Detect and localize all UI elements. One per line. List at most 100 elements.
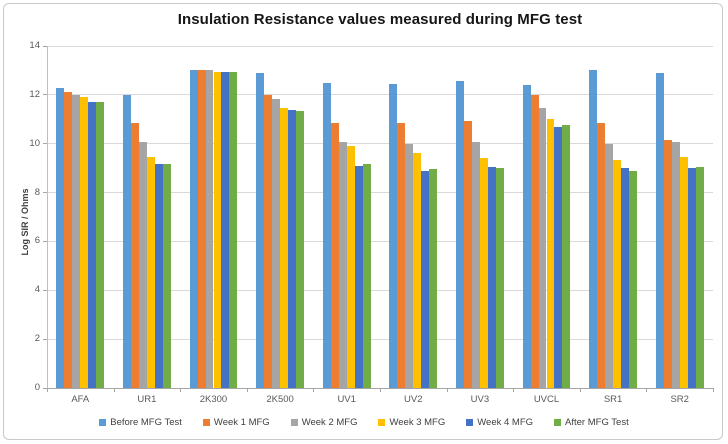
y-tick-mark <box>43 143 47 145</box>
bar-uvcl-series-6 <box>562 125 571 388</box>
y-tick-label: 6 <box>34 235 40 247</box>
bar-2k300-series-6 <box>229 71 238 388</box>
bar-sr1-series-4 <box>613 159 622 388</box>
gridline <box>47 45 713 47</box>
legend-label: Week 2 MFG <box>301 417 358 428</box>
legend-item-1: Before MFG Test <box>99 417 182 428</box>
bar-sr1-series-1 <box>589 70 598 388</box>
gridline <box>47 289 713 291</box>
bar-sr1-series-2 <box>597 122 606 388</box>
bar-uv1-series-4 <box>346 146 355 388</box>
bar-uvcl-series-3 <box>538 108 547 388</box>
legend-label: Before MFG Test <box>110 417 182 428</box>
y-tick-label: 2 <box>34 333 40 345</box>
bar-2k300-series-5 <box>221 71 230 388</box>
legend-item-5: Week 4 MFG <box>466 417 533 428</box>
x-tick-mark <box>47 388 48 392</box>
bar-ur1-series-1 <box>122 94 131 388</box>
y-tick-mark <box>43 338 47 340</box>
legend-label: Week 4 MFG <box>477 417 534 428</box>
bar-uv2-series-2 <box>397 122 406 388</box>
bar-sr2-series-2 <box>663 140 672 388</box>
bar-uv1-series-5 <box>354 165 363 388</box>
y-tick-mark <box>43 94 47 96</box>
bar-afa-series-2 <box>64 92 73 388</box>
y-tick-label: 10 <box>29 137 40 149</box>
y-tick-label: 4 <box>34 284 40 296</box>
x-tick-mark <box>446 388 448 392</box>
bar-uv1-series-1 <box>322 82 331 388</box>
legend-item-4: Week 3 MFG <box>378 417 445 428</box>
legend-swatch-icon <box>290 419 298 426</box>
x-tick-mark <box>313 388 315 392</box>
bar-2k500-series-5 <box>288 109 297 388</box>
legend-item-6: After MFG Test <box>554 417 629 428</box>
category-label: SR1 <box>603 394 623 405</box>
bar-afa-series-3 <box>72 94 81 388</box>
x-tick-mark <box>113 388 115 392</box>
bar-2k300-series-3 <box>205 70 214 388</box>
chart-legend: Before MFG Test Week 1 MFG Week 2 MFG Week … <box>0 417 728 428</box>
bar-ur1-series-2 <box>130 122 139 388</box>
legend-label: After MFG Test <box>565 417 629 428</box>
bar-sr1-series-3 <box>605 143 614 388</box>
bar-uv3-series-5 <box>487 166 496 388</box>
legend-swatch-icon <box>378 419 386 426</box>
bar-uv2-series-4 <box>413 153 422 388</box>
bar-uv3-series-1 <box>455 81 464 388</box>
gridline <box>47 192 713 194</box>
bar-sr2-series-3 <box>671 142 680 388</box>
bar-uv3-series-4 <box>479 158 488 388</box>
category-label: SR2 <box>670 394 689 405</box>
bar-2k500-series-2 <box>264 94 273 388</box>
bar-uv1-series-3 <box>338 142 347 388</box>
gridline <box>47 94 713 96</box>
category-label: UVCL <box>533 394 560 405</box>
legend-label: Week 3 MFG <box>389 417 446 428</box>
bar-uvcl-series-4 <box>546 119 555 388</box>
legend-item-3: Week 2 MFG <box>290 417 358 428</box>
x-tick-mark <box>246 388 248 392</box>
bar-ur1-series-3 <box>138 142 147 388</box>
bar-uv1-series-6 <box>362 164 371 388</box>
bar-sr2-series-6 <box>695 166 704 388</box>
legend-swatch-icon <box>202 419 210 426</box>
bar-uv3-series-3 <box>471 142 480 388</box>
bar-uv3-series-2 <box>463 120 472 388</box>
x-tick-mark <box>646 388 648 392</box>
bar-uv2-series-6 <box>429 169 438 388</box>
y-tick-mark <box>43 289 47 291</box>
legend-item-2: Week 1 MFG <box>202 417 270 428</box>
bar-afa-series-1 <box>56 87 65 388</box>
bar-2k500-series-1 <box>256 72 265 388</box>
x-tick-mark <box>513 388 515 392</box>
x-tick-mark <box>579 388 581 392</box>
bar-uv2-series-3 <box>405 143 414 388</box>
legend-label: Week 1 MFG <box>213 417 270 428</box>
y-tick-label: 8 <box>34 186 40 198</box>
bar-2k500-series-3 <box>272 98 281 388</box>
y-tick-mark <box>43 45 47 47</box>
bar-ur1-series-4 <box>146 157 155 388</box>
bar-uvcl-series-1 <box>522 85 531 388</box>
x-tick-mark <box>380 388 381 392</box>
bar-afa-series-5 <box>88 102 97 388</box>
y-tick-mark <box>43 240 47 242</box>
bar-2k300-series-2 <box>197 70 206 388</box>
y-tick-mark <box>43 387 47 389</box>
legend-swatch-icon <box>99 419 107 426</box>
bar-2k500-series-4 <box>280 108 289 388</box>
category-label: UR1 <box>137 394 157 405</box>
y-tick-mark <box>43 192 47 194</box>
bar-uv1-series-2 <box>330 122 339 388</box>
y-tick-label: 12 <box>29 88 40 100</box>
gridline <box>47 240 713 242</box>
category-label: AFA <box>71 394 90 405</box>
y-tick-label: 0 <box>34 382 40 393</box>
chart-title: Insulation Resistance values measured du… <box>177 11 583 28</box>
bar-uvcl-series-2 <box>530 94 539 388</box>
category-label: UV1 <box>337 394 356 405</box>
category-label: 2K500 <box>266 394 294 405</box>
bar-uv2-series-5 <box>421 170 430 388</box>
